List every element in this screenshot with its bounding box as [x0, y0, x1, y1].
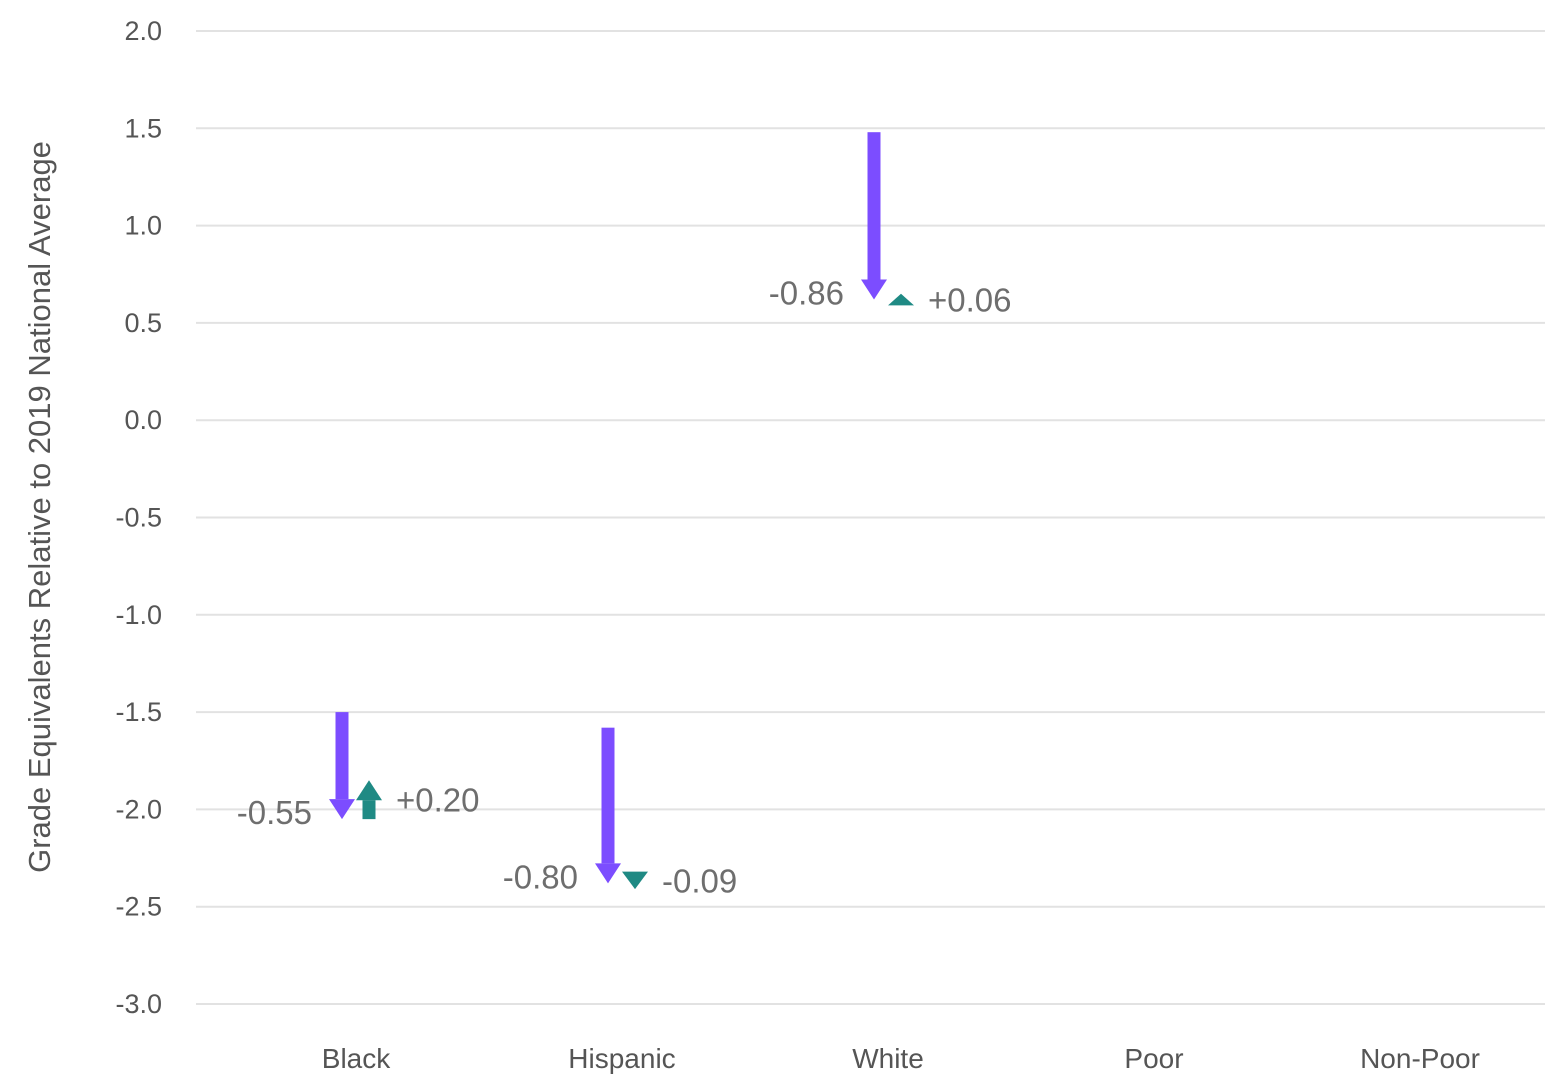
change-arrow-head — [622, 871, 648, 890]
y-tick-label: 1.0 — [124, 211, 162, 241]
change-arrow-shaft — [362, 800, 376, 820]
x-category-label: White — [852, 1043, 924, 1074]
decline-arrow-head — [329, 799, 355, 820]
decline-arrow — [595, 727, 621, 884]
y-tick-label: -2.0 — [115, 794, 162, 824]
gridlines — [196, 30, 1545, 1005]
y-tick-label: 1.5 — [124, 113, 162, 143]
y-tick-label: -2.5 — [115, 892, 162, 922]
decline-arrow-head — [595, 863, 621, 884]
change-arrow-head — [356, 780, 382, 801]
x-category-label: Black — [322, 1043, 391, 1074]
x-category-label: Hispanic — [568, 1043, 675, 1074]
y-tick-label: -1.0 — [115, 600, 162, 630]
decline-arrow-shaft — [601, 727, 615, 864]
decline-value-label: -0.86 — [769, 275, 844, 312]
decline-arrow — [329, 712, 355, 820]
y-tick-labels: 2.0 1.5 1.0 0.5 0.0 -0.5 -1.0 -1.5 -2.0 -2.5 -3.0 — [115, 16, 162, 1019]
y-tick-label: -1.5 — [115, 697, 162, 727]
decline-value-label: -0.55 — [237, 794, 312, 831]
y-tick-label: -3.0 — [115, 989, 162, 1019]
x-category-labels: Black Hispanic White Poor Non-Poor — [322, 1043, 1480, 1074]
change-arrow-head — [888, 293, 914, 306]
y-tick-label: 0.0 — [124, 405, 162, 435]
y-tick-label: 0.5 — [124, 308, 162, 338]
x-category-label: Poor — [1124, 1043, 1183, 1074]
change-arrow — [888, 293, 914, 306]
change-arrow — [356, 780, 382, 820]
change-value-label: -0.09 — [662, 862, 737, 899]
y-tick-label: 2.0 — [124, 16, 162, 46]
change-arrow — [622, 871, 648, 890]
y-axis-title: Grade Equivalents Relative to 2019 Natio… — [22, 141, 57, 873]
x-category-label: Non-Poor — [1360, 1043, 1480, 1074]
arrow-marks: -0.55 -0.80 -0.86 +0.20 -0.09 +0.06 — [237, 132, 1012, 899]
change-value-label: +0.06 — [928, 282, 1012, 319]
change-value-label: +0.20 — [396, 782, 480, 819]
decline-value-label: -0.80 — [503, 858, 578, 895]
decline-arrow — [861, 132, 887, 300]
decline-arrow-shaft — [335, 712, 349, 800]
decline-arrow-shaft — [867, 132, 881, 280]
decline-arrow-head — [861, 279, 887, 300]
y-tick-label: -0.5 — [115, 503, 162, 533]
